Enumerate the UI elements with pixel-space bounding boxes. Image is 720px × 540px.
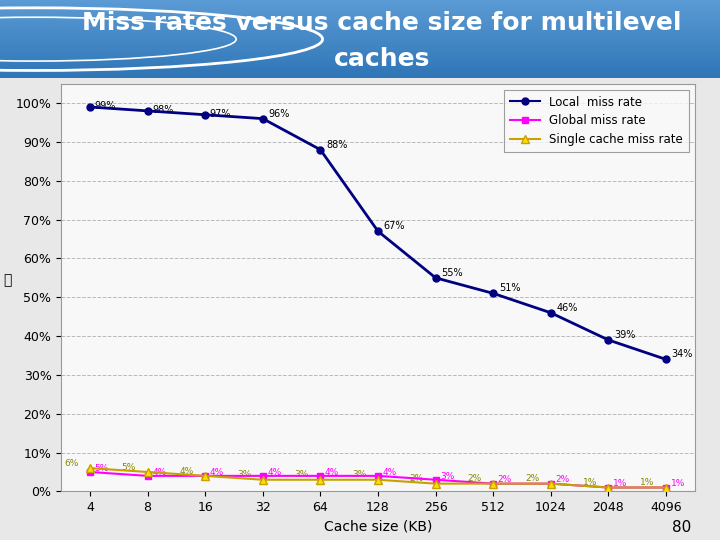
Text: 4%: 4% — [210, 468, 224, 477]
Text: 1%: 1% — [582, 478, 597, 487]
Bar — [0, 70, 720, 73]
Bar — [0, 31, 720, 34]
Bar — [0, 50, 720, 52]
Bar — [0, 39, 720, 42]
Text: 6%: 6% — [64, 459, 78, 468]
Bar — [0, 37, 720, 39]
Bar — [0, 26, 720, 29]
Bar — [0, 57, 720, 60]
X-axis label: Cache size (KB): Cache size (KB) — [324, 519, 432, 534]
Text: 96%: 96% — [269, 109, 290, 119]
Bar — [0, 44, 720, 47]
Text: 5%: 5% — [122, 463, 136, 471]
Bar — [0, 10, 720, 13]
Bar — [0, 16, 720, 18]
Text: 55%: 55% — [441, 268, 463, 278]
Text: 1%: 1% — [613, 480, 627, 488]
Text: 99%: 99% — [94, 101, 116, 111]
Text: 1%: 1% — [670, 480, 685, 488]
Text: 4%: 4% — [325, 468, 339, 477]
Y-axis label: 率: 率 — [3, 274, 12, 287]
Bar — [0, 23, 720, 26]
Text: 67%: 67% — [384, 221, 405, 231]
Text: Miss rates versus cache size for multilevel: Miss rates versus cache size for multile… — [82, 11, 681, 36]
Bar — [0, 63, 720, 65]
Bar — [0, 5, 720, 8]
Text: 39%: 39% — [614, 330, 636, 340]
Bar — [0, 8, 720, 10]
Text: 34%: 34% — [672, 349, 693, 360]
Text: 5%: 5% — [94, 464, 109, 473]
Text: 98%: 98% — [152, 105, 174, 115]
Bar — [0, 47, 720, 50]
Bar — [0, 68, 720, 71]
Bar — [0, 55, 720, 57]
Text: 2%: 2% — [410, 474, 424, 483]
Bar — [0, 76, 720, 78]
Text: 97%: 97% — [210, 109, 231, 119]
Bar — [0, 29, 720, 31]
Bar — [0, 73, 720, 76]
Text: 4%: 4% — [152, 468, 166, 477]
Bar — [0, 34, 720, 37]
Bar — [0, 18, 720, 21]
Text: 2%: 2% — [555, 475, 570, 484]
Text: 80: 80 — [672, 519, 691, 535]
Text: 88%: 88% — [326, 140, 348, 150]
Text: 1%: 1% — [640, 478, 654, 487]
Bar — [0, 52, 720, 55]
Text: 3%: 3% — [352, 470, 366, 480]
Legend: Local  miss rate, Global miss rate, Single cache miss rate: Local miss rate, Global miss rate, Singl… — [505, 90, 689, 152]
Text: 4%: 4% — [267, 468, 282, 477]
Bar — [0, 3, 720, 5]
Text: 3%: 3% — [237, 470, 251, 480]
Text: 3%: 3% — [440, 471, 454, 481]
Text: 2%: 2% — [498, 475, 512, 484]
Text: 2%: 2% — [467, 474, 482, 483]
Text: 3%: 3% — [294, 470, 309, 480]
Text: caches: caches — [333, 47, 430, 71]
Text: 4%: 4% — [179, 467, 194, 476]
Bar — [0, 13, 720, 16]
Bar — [0, 42, 720, 44]
Bar — [0, 65, 720, 68]
Text: 51%: 51% — [499, 284, 521, 293]
Text: 46%: 46% — [557, 303, 578, 313]
Bar — [0, 21, 720, 23]
Bar — [0, 60, 720, 63]
Bar — [0, 0, 720, 3]
Text: 2%: 2% — [525, 474, 539, 483]
Text: 4%: 4% — [382, 468, 397, 477]
